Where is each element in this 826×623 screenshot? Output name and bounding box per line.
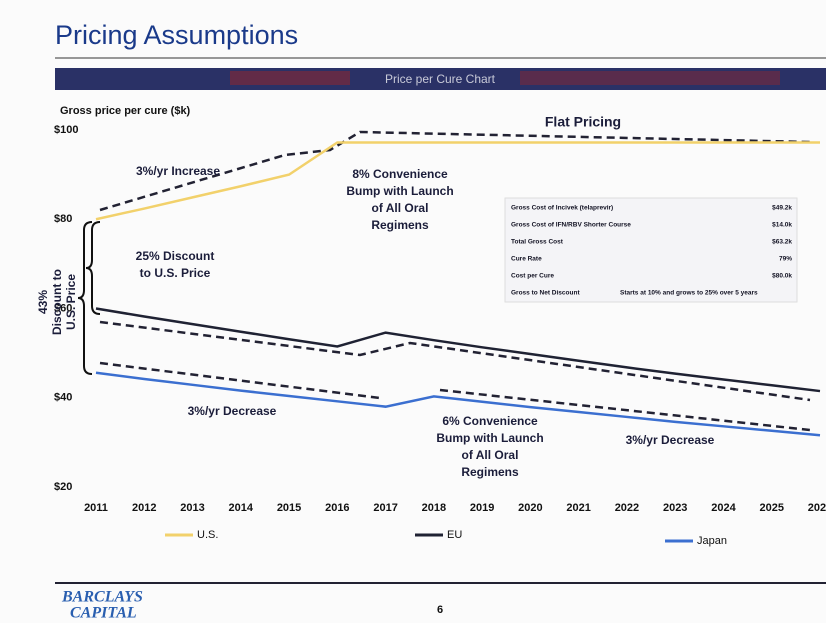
x-tick-label: 2014: [229, 502, 254, 514]
x-tick-label: 2019: [470, 502, 494, 514]
table-cell: Gross to Net Discount: [511, 290, 580, 297]
x-tick-label: 2020: [518, 502, 542, 514]
x-tick-label: 2013: [180, 502, 204, 514]
annotation: to U.S. Price: [140, 266, 211, 280]
y-tick-label: $20: [54, 481, 72, 493]
y-tick-label: $100: [54, 124, 78, 136]
page-number: 6: [437, 604, 443, 616]
arrow-line: [99, 320, 811, 402]
x-tick-label: 2016: [325, 502, 349, 514]
table-cell: Total Gross Cost: [511, 239, 564, 246]
brace: [85, 221, 101, 315]
inset-background: [504, 197, 798, 303]
y-tick-label: $80: [54, 213, 72, 225]
banner-title: Price per Cure Chart: [385, 72, 496, 86]
series-line: [95, 307, 821, 393]
annotation: 8% Convenience: [352, 167, 448, 181]
annotation: of All Oral: [462, 448, 519, 462]
x-tick-label: 2017: [373, 502, 397, 514]
table-cell: Gross Cost of Incivek (telaprevir): [511, 205, 613, 212]
annotation: Regimens: [371, 218, 429, 232]
logo: BARCLAYS: [61, 589, 143, 606]
y-tick-label: $60: [54, 302, 72, 314]
annotation: U.S. Price: [64, 274, 78, 330]
slide-title: Pricing Assumptions: [55, 20, 298, 50]
brace: [77, 221, 93, 375]
annotation: 3%/yr Increase: [136, 164, 220, 178]
y-tick-label: $40: [54, 392, 72, 404]
x-tick-label: 2025: [759, 502, 783, 514]
x-tick-label: 2024: [711, 502, 736, 514]
inset-table: Gross Cost of Incivek (telaprevir) $49.2k…: [504, 197, 798, 303]
table-cell: $80.0k: [772, 273, 792, 280]
x-tick-label: 2015: [277, 502, 301, 514]
legend-label: EU: [447, 529, 462, 541]
trend-arrows: [99, 130, 811, 432]
annotation: of All Oral: [372, 201, 429, 215]
annotation: 3%/yr Decrease: [188, 404, 277, 418]
x-tick-label: 2011: [84, 502, 108, 514]
annotation: 43%: [36, 290, 50, 314]
legend-label: U.S.: [197, 529, 218, 541]
x-tick-label: 2023: [663, 502, 687, 514]
annotation: Bump with Launch: [346, 184, 453, 198]
arrow-line: [99, 130, 811, 212]
logo: CAPITAL: [70, 605, 137, 622]
table-cell: $14.0k: [772, 222, 792, 229]
table-cell: $49.2k: [772, 205, 792, 212]
table-cell: Cure Rate: [511, 256, 542, 263]
annotation: Discount to: [50, 269, 64, 335]
x-tick-label: 2021: [566, 502, 590, 514]
y-axis-label: Gross price per cure ($k): [60, 105, 191, 117]
x-tick-label: 2026: [808, 502, 826, 514]
table-cell: $63.2k: [772, 239, 792, 246]
x-tick-label: 2018: [422, 502, 446, 514]
annotation: 25% Discount: [136, 249, 215, 263]
table-cell: Starts at 10% and grows to 25% over 5 ye…: [620, 290, 758, 297]
x-tick-label: 2022: [615, 502, 639, 514]
table-cell: Cost per Cure: [511, 273, 554, 280]
table-cell: Gross Cost of IFN/RBV Shorter Course: [511, 222, 631, 229]
arrow-line: [99, 361, 381, 400]
banner-texture: [520, 71, 780, 85]
legend-label: Japan: [697, 535, 727, 547]
annotation: Regimens: [461, 465, 519, 479]
x-tick-label: 2012: [132, 502, 156, 514]
annotation: 6% Convenience: [442, 414, 538, 428]
arrow-line: [439, 388, 811, 432]
annotation: Flat Pricing: [545, 114, 621, 130]
series-line: [95, 141, 820, 221]
banner-texture: [230, 71, 350, 85]
series-line: [95, 371, 821, 437]
annotation: Bump with Launch: [436, 431, 543, 445]
table-cell: 79%: [779, 256, 792, 263]
annotation: 3%/yr Decrease: [626, 433, 715, 447]
